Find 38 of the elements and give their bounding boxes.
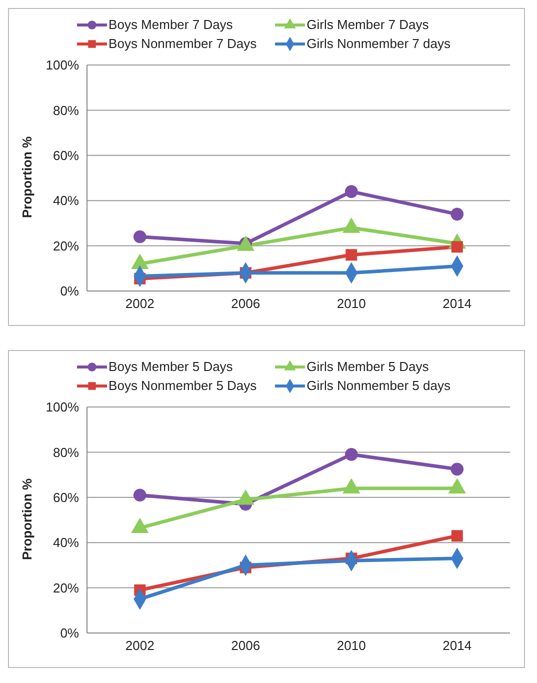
x-tick-label: 2010 bbox=[336, 638, 366, 654]
point bbox=[344, 185, 358, 198]
legend-label: Boys Member 7 Days bbox=[108, 17, 233, 32]
legend-label: Boys Nonmember 7 Days bbox=[108, 36, 257, 51]
legend-label: Girls Member 7 Days bbox=[306, 17, 429, 32]
point bbox=[450, 462, 464, 476]
x-tick-label: 2014 bbox=[442, 296, 472, 312]
point bbox=[346, 249, 358, 261]
y-tick-label: 0% bbox=[60, 626, 80, 641]
y-tick-label: 40% bbox=[52, 193, 80, 208]
x-tick-label: 2002 bbox=[125, 296, 154, 312]
y-tick-label: 80% bbox=[52, 444, 80, 460]
x-tick-label: 2006 bbox=[231, 638, 260, 654]
x-tick-label: 2006 bbox=[231, 296, 260, 312]
y-tick-label: 40% bbox=[52, 535, 80, 550]
legend-label: Boys Nonmember 5 Days bbox=[108, 378, 257, 393]
y-tick-label: 80% bbox=[52, 102, 80, 118]
y-tick-label: 100% bbox=[46, 58, 80, 73]
x-tick-label: 2002 bbox=[125, 638, 154, 654]
y-tick-label: 60% bbox=[52, 148, 80, 164]
legend-label: Boys Member 5 Days bbox=[108, 359, 233, 374]
point bbox=[450, 208, 464, 221]
y-tick-label: 20% bbox=[52, 238, 80, 254]
y-axis-title: Proportion % bbox=[20, 478, 35, 560]
point bbox=[133, 230, 146, 244]
point bbox=[133, 488, 146, 502]
legend-label: Girls Nonmember 5 days bbox=[306, 378, 450, 393]
legend-label: Girls Nonmember 7 days bbox=[306, 36, 450, 51]
y-tick-label: 100% bbox=[46, 400, 80, 415]
y-tick-label: 60% bbox=[52, 490, 80, 506]
point bbox=[451, 530, 463, 542]
y-tick-label: 0% bbox=[60, 284, 80, 299]
x-tick-label: 2010 bbox=[336, 296, 366, 312]
x-tick-label: 2014 bbox=[442, 638, 472, 654]
y-tick-label: 20% bbox=[52, 580, 80, 596]
legend-label: Girls Member 5 Days bbox=[306, 359, 429, 374]
point bbox=[344, 448, 358, 461]
y-axis-title: Proportion % bbox=[20, 136, 35, 218]
